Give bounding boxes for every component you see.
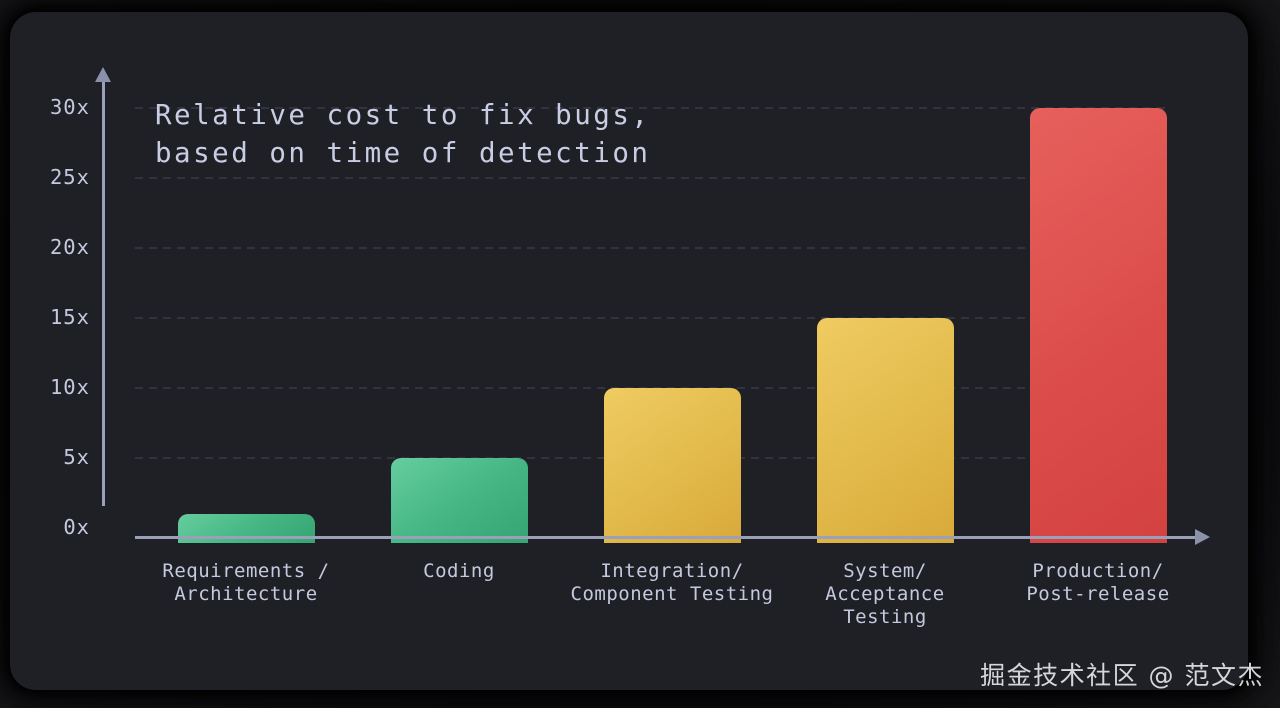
x-category-label-5: Production/ Post-release — [1026, 560, 1170, 605]
chart-title-line2: based on time of detection — [155, 137, 651, 169]
y-tick-label-10x: 10x — [49, 375, 90, 399]
bar-3 — [603, 388, 741, 543]
bar-5 — [1029, 108, 1167, 543]
y-axis-arrow-icon — [95, 67, 111, 82]
x-axis-arrow-icon — [1195, 529, 1210, 545]
y-axis-line — [102, 82, 105, 506]
x-category-label-3: Integration/ Component Testing — [570, 560, 774, 605]
y-tick-label-30x: 30x — [49, 95, 90, 119]
x-axis-line — [135, 536, 1197, 539]
y-tick-label-25x: 25x — [49, 165, 90, 189]
x-category-label-1: Requirements / Architecture — [162, 560, 330, 605]
chart-title: Relative cost to fix bugs, based on time… — [155, 96, 650, 172]
gridline-15x — [135, 317, 1165, 319]
chart-card: 0x 5x 10x 15x 20x 25x 30x Requirements / Archi… — [10, 12, 1248, 690]
bar-1 — [177, 514, 315, 543]
gridline-30x — [135, 107, 1165, 109]
y-tick-label-20x: 20x — [49, 235, 90, 259]
bar-4 — [816, 318, 954, 543]
chart-title-line1: Relative cost to fix bugs, — [155, 99, 651, 131]
y-tick-label-0x: 0x — [63, 515, 90, 539]
bar-2 — [390, 458, 528, 543]
y-tick-label-5x: 5x — [63, 445, 90, 469]
x-category-label-4: System/ Acceptance Testing — [825, 560, 945, 628]
watermark-credit: 掘金技术社区 @ 范文杰 — [980, 661, 1264, 690]
gridline-25x — [135, 177, 1165, 179]
gridline-20x — [135, 247, 1165, 249]
y-tick-label-15x: 15x — [49, 305, 90, 329]
x-category-label-2: Coding — [423, 560, 495, 582]
